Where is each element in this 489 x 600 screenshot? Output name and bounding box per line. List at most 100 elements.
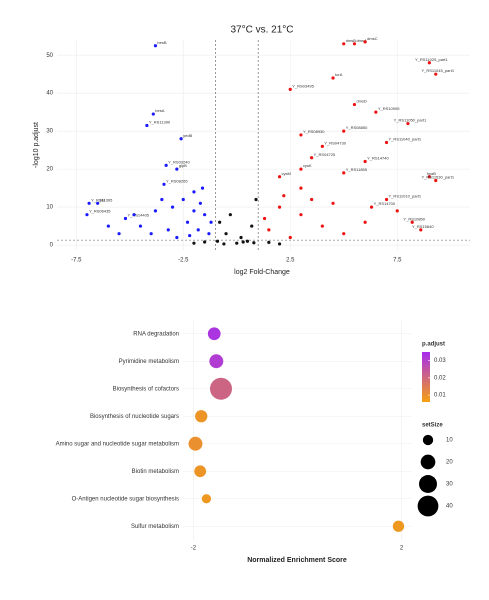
point	[288, 235, 292, 240]
y-tick-label: Pyrimidine metabolism	[119, 359, 179, 365]
point-label: Y_RS03240	[168, 159, 190, 164]
point	[384, 197, 389, 202]
color-bar-label: 0.02	[434, 375, 446, 381]
point	[310, 156, 314, 160]
point	[331, 76, 335, 80]
point	[132, 213, 136, 217]
point	[342, 129, 346, 133]
point-label: Y_RS14740	[367, 156, 389, 161]
point-label: hyaB	[427, 171, 436, 176]
point	[153, 44, 158, 48]
point-label: Y_RS08930	[303, 129, 325, 134]
chart-title: 37°C vs. 21°C	[230, 25, 293, 36]
y-tick-label: Biotin metabolism	[132, 469, 179, 475]
point	[267, 228, 271, 232]
point	[342, 232, 346, 236]
point-label: torA	[335, 72, 343, 77]
y-tick-label: Biosynthesis of nucleotide sugars	[90, 414, 179, 420]
y-tick-label: 50	[46, 53, 53, 59]
point-label: Y_RS15840	[412, 224, 434, 229]
point-label: dmsA	[356, 38, 367, 43]
point	[188, 233, 192, 238]
point	[262, 216, 267, 221]
point	[87, 201, 91, 205]
point	[123, 216, 128, 221]
y-tick-label: 40	[46, 91, 53, 97]
point-label: Y_RS11040_part1	[389, 137, 422, 142]
point	[267, 240, 271, 245]
point-label: Y_RS03495	[292, 83, 314, 88]
point	[222, 242, 226, 246]
point	[192, 190, 196, 194]
point	[203, 213, 207, 217]
point	[299, 186, 303, 190]
point	[427, 175, 431, 179]
point-label: Y_RS11395	[91, 197, 113, 202]
point	[374, 110, 378, 114]
point	[250, 224, 254, 228]
dot	[209, 354, 224, 369]
point-label: Y_RS11390	[149, 120, 171, 125]
point	[363, 40, 367, 44]
dot	[195, 410, 208, 423]
point	[209, 220, 213, 224]
point	[352, 42, 357, 46]
point	[277, 175, 282, 179]
point	[410, 220, 414, 224]
point	[185, 220, 190, 224]
dot	[194, 465, 207, 478]
point-label: Y_RS11045_part1	[421, 68, 454, 73]
size-legend-label: 30	[446, 482, 453, 488]
point	[215, 239, 220, 243]
point	[277, 205, 282, 209]
point	[384, 140, 389, 145]
size-legend-dot	[420, 454, 436, 470]
point	[419, 228, 423, 232]
dot	[207, 327, 221, 341]
point-label: Y_RS14405	[127, 213, 149, 218]
point	[196, 228, 200, 232]
x-tick-label: -2.5	[178, 258, 189, 264]
x-tick-label: 7.5	[393, 258, 402, 264]
point	[96, 201, 100, 205]
point	[160, 197, 164, 202]
y-tick-label: O-Antigen nucleotide sugar biosynthesis	[72, 496, 179, 502]
point-label: cysM	[282, 171, 291, 176]
point	[299, 213, 303, 217]
color-bar	[422, 352, 430, 402]
point	[192, 241, 196, 245]
point	[310, 197, 314, 202]
x-tick-label: 2.5	[286, 258, 295, 264]
point-label: Y_RS08850	[346, 125, 368, 130]
point	[162, 182, 166, 186]
size-legend-label: 20	[446, 460, 453, 466]
x-tick-label: -7.5	[71, 258, 82, 264]
point	[235, 241, 239, 245]
point-label: Y_RS06435	[89, 209, 111, 214]
y-tick-label: Amino sugar and nucleotide sugar metabol…	[56, 441, 179, 447]
point	[145, 123, 149, 128]
x-tick-label: 2	[400, 546, 404, 552]
point-label: dmsC	[367, 36, 378, 41]
point	[254, 197, 258, 202]
y-tick-label: Sulfur metabolism	[131, 524, 179, 530]
point	[153, 209, 158, 213]
point	[277, 242, 282, 246]
color-bar-label: 0.03	[434, 358, 446, 364]
point	[203, 240, 207, 244]
point-label: dmsB	[346, 38, 357, 43]
point	[395, 209, 399, 213]
dot	[201, 494, 212, 504]
point	[363, 159, 367, 164]
point	[181, 197, 185, 202]
point	[427, 61, 431, 65]
point	[320, 224, 324, 228]
point-label: Y_RS04725	[314, 152, 336, 157]
point	[252, 241, 256, 245]
x-axis-title: Normalized Enrichment Score	[247, 557, 347, 564]
dot	[209, 377, 232, 400]
point-label: Y_RS08265	[166, 178, 188, 183]
point-label: Y_RS04730	[324, 140, 346, 145]
size-legend-dot	[419, 475, 437, 493]
